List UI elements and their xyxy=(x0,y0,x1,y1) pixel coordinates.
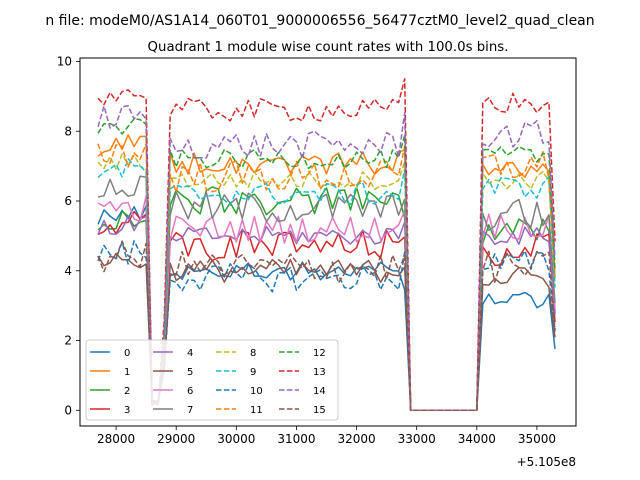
x-offset-label: +5.105e8 xyxy=(517,455,576,469)
legend-label-15: 15 xyxy=(313,405,326,416)
chart-title: Quadrant 1 module wise count rates with … xyxy=(148,40,509,55)
legend-label-5: 5 xyxy=(187,367,193,378)
series-line-10 xyxy=(97,240,556,412)
legend-label-1: 1 xyxy=(124,367,130,378)
x-tick-label: 32000 xyxy=(337,432,375,446)
figure-suptitle: n file: modeM0/AS1A14_060T01_9000006556_… xyxy=(45,13,594,29)
y-tick-label: 8 xyxy=(64,124,72,138)
legend-label-2: 2 xyxy=(124,386,130,397)
y-tick-label: 6 xyxy=(64,194,72,208)
legend-label-10: 10 xyxy=(250,386,263,397)
legend-label-11: 11 xyxy=(250,405,263,416)
legend-label-13: 13 xyxy=(313,367,326,378)
x-tick-label: 35000 xyxy=(518,432,556,446)
series-line-12 xyxy=(97,118,556,412)
series-line-15 xyxy=(97,240,556,412)
series-line-13 xyxy=(97,78,556,412)
x-tick-label: 29000 xyxy=(157,432,195,446)
legend-label-12: 12 xyxy=(313,348,326,359)
legend-label-9: 9 xyxy=(250,367,256,378)
legend-box xyxy=(85,339,339,421)
x-tick-label: 33000 xyxy=(398,432,436,446)
x-axis: 28000 29000 30000 31000 32000 33000 34000 35000 xyxy=(97,426,556,446)
series-line-14 xyxy=(97,105,556,412)
legend-label-6: 6 xyxy=(187,386,193,397)
series-lines xyxy=(97,78,556,412)
y-tick-label: 0 xyxy=(64,403,72,417)
x-tick-label: 30000 xyxy=(217,432,255,446)
y-tick-label: 10 xyxy=(57,54,72,68)
legend-label-4: 4 xyxy=(187,348,193,359)
series-line-11 xyxy=(97,143,556,412)
x-tick-label: 31000 xyxy=(277,432,315,446)
axes-frame xyxy=(79,57,577,427)
y-tick-label: 4 xyxy=(64,264,72,278)
legend-label-3: 3 xyxy=(124,405,130,416)
legend-label-0: 0 xyxy=(124,348,130,359)
x-tick-label: 34000 xyxy=(458,432,496,446)
legend-label-14: 14 xyxy=(313,386,326,397)
legend-label-7: 7 xyxy=(187,405,193,416)
y-axis: 0 2 4 6 8 10 xyxy=(57,54,80,417)
y-tick-label: 2 xyxy=(64,334,72,348)
x-tick-label: 28000 xyxy=(97,432,135,446)
legend-label-8: 8 xyxy=(250,348,256,359)
